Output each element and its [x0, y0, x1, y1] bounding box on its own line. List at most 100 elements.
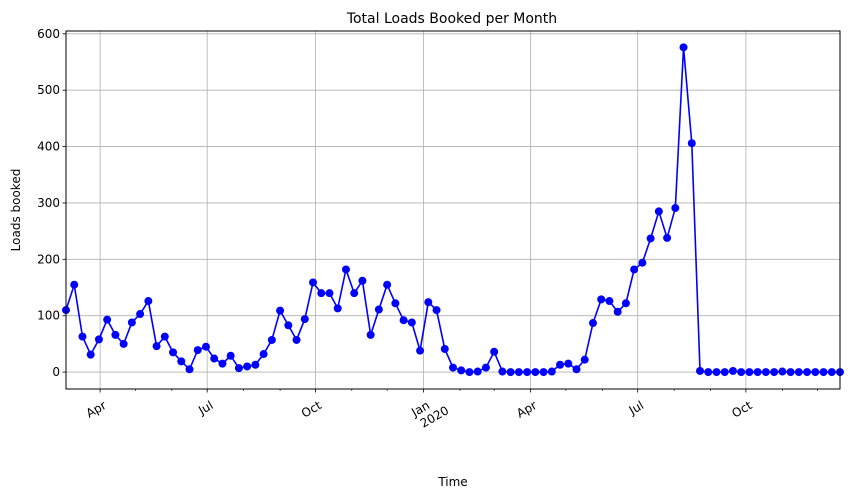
x-tick-group: Oct [729, 398, 754, 421]
data-point [778, 367, 787, 376]
data-point [523, 368, 532, 377]
data-point [679, 43, 688, 52]
data-point [720, 368, 729, 377]
data-point [407, 318, 416, 327]
data-point [251, 360, 260, 369]
x-tick-label: Jul [195, 398, 215, 418]
data-point [218, 359, 227, 368]
data-point [803, 368, 812, 377]
y-tick-label: 0 [52, 365, 60, 379]
x-tick-group: Oct [299, 398, 324, 421]
data-point [745, 368, 754, 377]
data-point [465, 368, 474, 377]
data-point [119, 339, 128, 348]
data-point [654, 207, 663, 216]
grid [66, 31, 840, 389]
x-tick-group: Apr [514, 398, 539, 421]
data-point [449, 363, 457, 372]
data-point [621, 299, 630, 308]
data-point [185, 365, 194, 374]
data-point [94, 335, 103, 344]
y-tick-label: 500 [37, 83, 60, 97]
data-point [506, 368, 515, 377]
y-tick-label: 400 [37, 140, 60, 154]
x-tick-group: Apr [84, 398, 109, 421]
data-point [588, 319, 597, 328]
data-point [86, 350, 95, 359]
data-point [152, 342, 161, 351]
data-point [103, 315, 112, 324]
y-tick-label: 200 [37, 252, 60, 266]
data-point [761, 368, 770, 377]
data-point [226, 351, 235, 360]
y-tick-label: 100 [37, 309, 60, 323]
data-point [366, 330, 375, 339]
data-point [704, 368, 713, 377]
data-point [564, 359, 573, 368]
data-point [770, 368, 779, 377]
data-point [786, 368, 795, 377]
data-point [193, 346, 202, 355]
data-point [539, 368, 548, 377]
data-point [416, 346, 425, 355]
x-tick-label: Jul [626, 398, 646, 418]
data-point [292, 335, 301, 344]
data-point [333, 304, 342, 313]
data-point [613, 307, 622, 316]
data-point [638, 258, 647, 267]
data-point [457, 366, 466, 375]
data-point [78, 332, 87, 341]
data-point [671, 204, 680, 213]
x-tick-group: Jul [195, 398, 215, 418]
data-point [300, 315, 309, 324]
data-point [819, 368, 828, 377]
data-point [391, 299, 400, 308]
data-point [177, 357, 186, 366]
data-point [317, 289, 326, 298]
data-point [728, 366, 737, 375]
data-point [267, 335, 276, 344]
data-point [358, 276, 367, 285]
data-point [309, 278, 318, 287]
data-point [646, 234, 655, 243]
data-point [811, 368, 820, 377]
data-point [490, 347, 499, 356]
data-point [498, 367, 507, 376]
data-point [514, 368, 523, 377]
series-layer [62, 43, 844, 377]
x-tick-label: Apr [84, 398, 109, 421]
plot-frame [65, 30, 841, 390]
x-tick-group: Jul [626, 398, 646, 418]
data-point [663, 233, 672, 242]
data-point [753, 368, 762, 377]
data-point [259, 350, 268, 359]
data-point [696, 366, 705, 375]
data-point [481, 363, 490, 372]
data-point [127, 318, 136, 327]
data-point [341, 265, 350, 274]
data-point [144, 297, 153, 306]
data-point [234, 364, 243, 373]
data-point [605, 297, 614, 306]
data-point [572, 365, 581, 374]
x-tick-label: Oct [299, 398, 324, 421]
data-point [374, 305, 383, 314]
data-point [794, 368, 803, 377]
y-axis-title: Loads booked [9, 169, 23, 252]
y-tick-label: 600 [37, 27, 60, 41]
data-point [712, 368, 721, 377]
data-point [424, 298, 433, 307]
data-point [531, 368, 540, 377]
data-point [597, 295, 606, 304]
x-tick-label: Oct [729, 398, 754, 421]
data-point [350, 289, 359, 298]
data-point [169, 348, 178, 357]
data-point [210, 354, 219, 363]
chart-title: Total Loads Booked per Month [346, 11, 557, 27]
data-point [201, 342, 210, 351]
data-point [440, 344, 449, 353]
data-point [556, 360, 565, 369]
